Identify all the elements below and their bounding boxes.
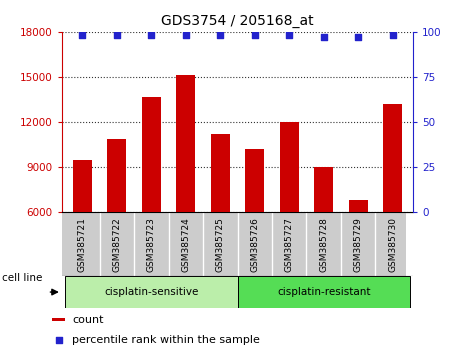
Text: cisplatin-sensitive: cisplatin-sensitive bbox=[104, 287, 199, 297]
Text: cell line: cell line bbox=[2, 273, 43, 283]
Point bbox=[79, 33, 86, 38]
Point bbox=[251, 33, 258, 38]
Point bbox=[113, 33, 121, 38]
Text: cisplatin-resistant: cisplatin-resistant bbox=[277, 287, 370, 297]
Title: GDS3754 / 205168_at: GDS3754 / 205168_at bbox=[161, 14, 314, 28]
Text: percentile rank within the sample: percentile rank within the sample bbox=[72, 335, 260, 345]
Point bbox=[148, 33, 155, 38]
Point bbox=[354, 34, 362, 40]
Bar bbox=[383, 104, 402, 303]
Text: GSM385728: GSM385728 bbox=[319, 217, 328, 272]
Bar bbox=[280, 122, 299, 303]
Text: GSM385722: GSM385722 bbox=[113, 217, 122, 272]
Point bbox=[217, 33, 224, 38]
Bar bbox=[176, 75, 195, 303]
Bar bbox=[107, 139, 126, 303]
Bar bbox=[238, 276, 410, 308]
Bar bbox=[245, 149, 264, 303]
Bar bbox=[65, 276, 238, 308]
Point bbox=[55, 337, 63, 343]
Point bbox=[285, 33, 293, 38]
Text: GSM385723: GSM385723 bbox=[147, 217, 156, 272]
Point bbox=[182, 33, 190, 38]
Text: GSM385727: GSM385727 bbox=[285, 217, 294, 272]
Text: GSM385726: GSM385726 bbox=[250, 217, 259, 272]
Bar bbox=[52, 318, 65, 321]
Text: GSM385730: GSM385730 bbox=[388, 217, 397, 273]
Text: GSM385729: GSM385729 bbox=[353, 217, 362, 272]
Bar bbox=[349, 200, 368, 303]
Bar bbox=[314, 167, 333, 303]
Text: count: count bbox=[72, 315, 104, 325]
Bar bbox=[142, 97, 161, 303]
Text: GSM385724: GSM385724 bbox=[181, 217, 190, 272]
Text: GSM385725: GSM385725 bbox=[216, 217, 225, 272]
Bar bbox=[211, 134, 230, 303]
Bar bbox=[73, 160, 92, 303]
Point bbox=[389, 33, 396, 38]
Point bbox=[320, 34, 327, 40]
Text: GSM385721: GSM385721 bbox=[78, 217, 87, 272]
